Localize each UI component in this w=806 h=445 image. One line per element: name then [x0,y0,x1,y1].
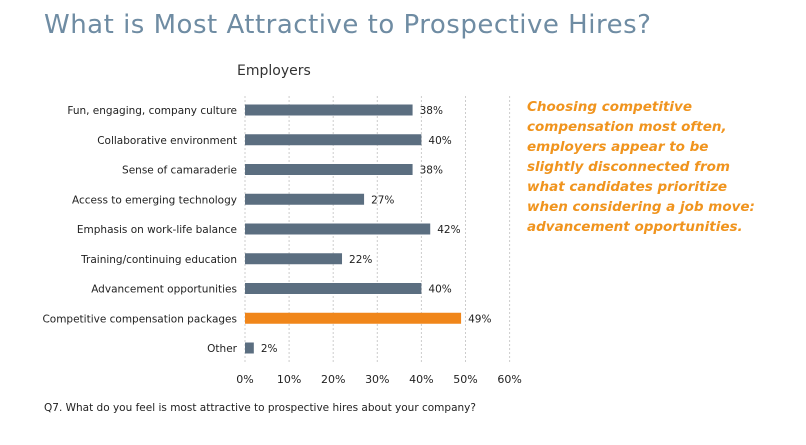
survey-question-footnote: Q7. What do you feel is most attractive … [44,402,476,414]
bar-chart: Employers 0% 10% 20% 30% 40% 50% 60% Fun, engag… [42,63,521,386]
value-label: 42% [437,224,460,236]
category-label: Training/continuing education [80,254,237,266]
value-label: 38% [420,105,443,117]
bar [245,164,413,175]
x-tick-label: 50% [453,373,477,386]
category-label: Competitive compensation packages [42,313,237,325]
bar [245,223,431,235]
value-label: 49% [468,313,491,325]
x-tick-label: 30% [365,373,389,386]
bar [245,312,462,324]
value-label: 38% [420,165,443,177]
category-label: Sense of camaraderie [122,165,237,177]
value-label: 40% [428,135,451,147]
value-label: 27% [371,194,394,206]
labels: 0% 10% 20% 30% 40% 50% 60% Fun, engaging, compa… [42,105,521,386]
x-tick-label: 0% [236,373,253,386]
x-tick-label: 20% [321,373,345,386]
bar [245,283,422,294]
category-label: Collaborative environment [97,135,237,147]
bar [245,253,343,265]
value-label: 40% [428,284,451,296]
bar [245,104,413,116]
bar [245,342,254,354]
category-label: Access to emerging technology [72,194,237,206]
value-label: 22% [349,254,372,266]
x-tick-label: 60% [497,373,521,386]
bar [245,193,365,205]
category-label: Advancement opportunities [91,284,237,296]
category-label: Fun, engaging, company culture [67,105,237,117]
chart-title: What is Most Attractive to Prospective H… [44,10,652,40]
annotation-callout: Choosing competitive compensation most o… [527,99,755,235]
bar [245,134,422,146]
bars [245,104,462,354]
chart-subtitle: Employers [237,63,311,79]
category-label: Other [207,343,237,355]
value-label: 2% [261,343,278,355]
category-label: Emphasis on work-life balance [77,224,237,236]
x-tick-label: 40% [409,373,433,386]
x-tick-label: 10% [277,373,301,386]
